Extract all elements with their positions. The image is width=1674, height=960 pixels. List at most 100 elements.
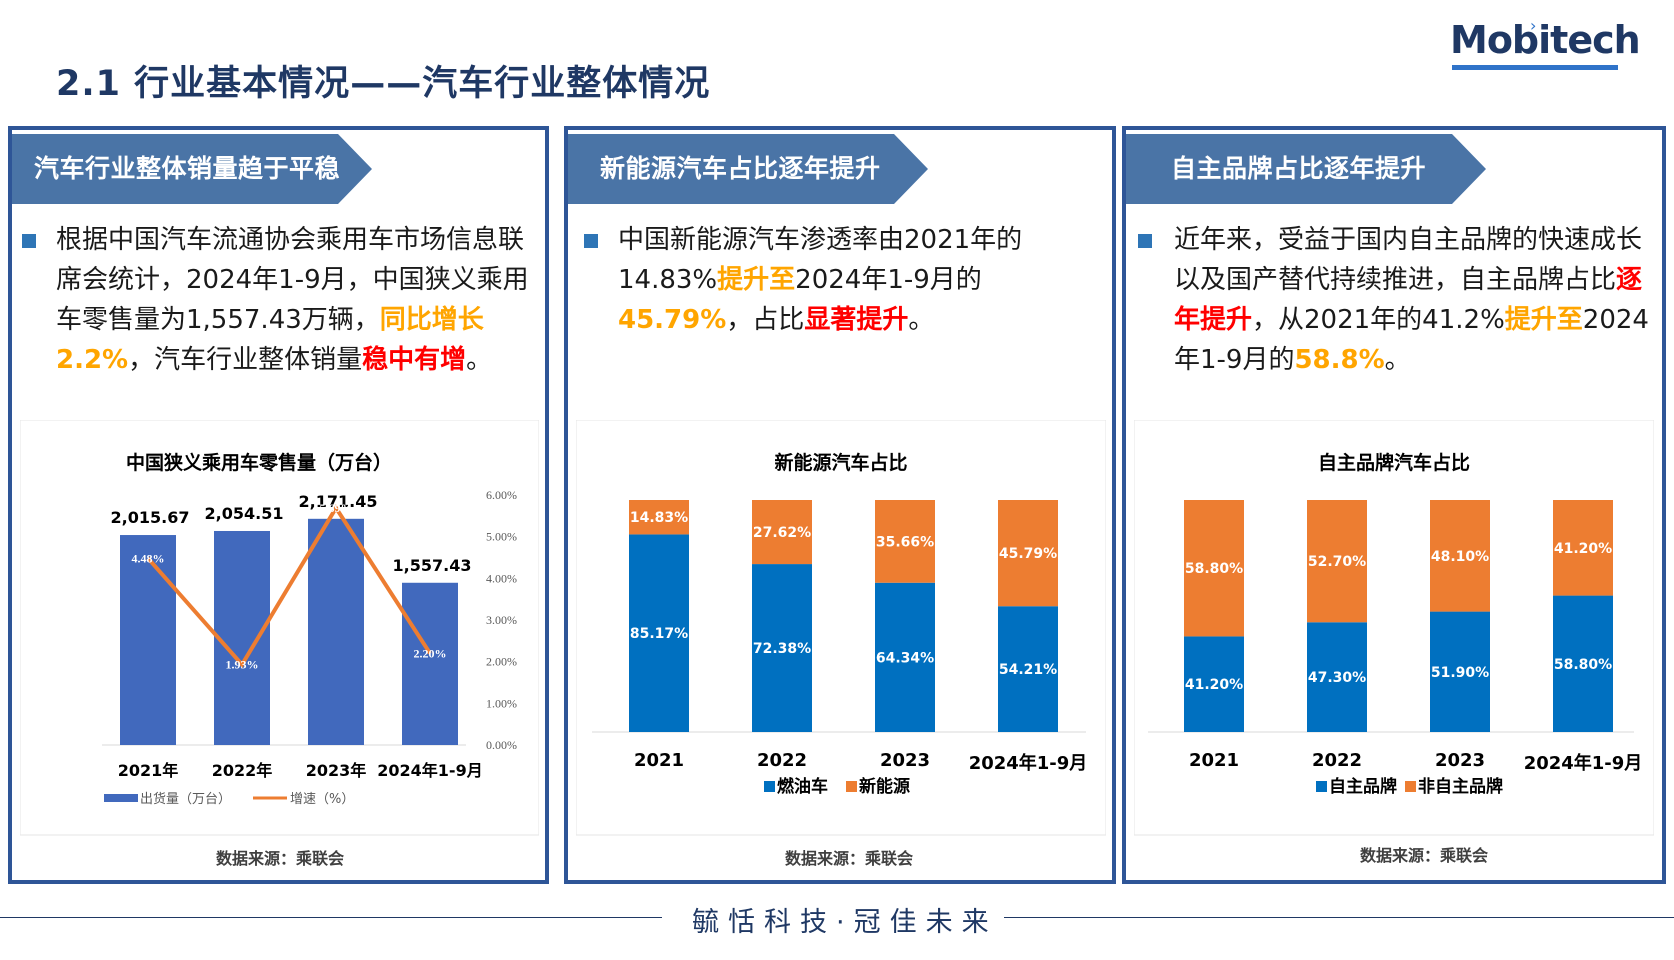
- highlight-text: 稳中有增: [362, 345, 467, 375]
- legend-label: 新能源: [859, 776, 910, 797]
- growth-rate-line: [146, 504, 432, 668]
- banner-label: 自主品牌占比逐年提升: [1171, 154, 1427, 183]
- x-tick-label: 2023: [880, 750, 930, 771]
- segment-value-label: 64.34%: [876, 650, 934, 666]
- footer-line-left: [0, 917, 662, 918]
- legend-label: 出货量（万台）: [140, 791, 231, 807]
- data-source: 数据来源：乘联会: [216, 849, 345, 868]
- panel-domestic-brand-share: 自主品牌占比逐年提升 近年来，受益于国内自主品牌的快速成长以及国产替代持续推进，…: [1122, 126, 1666, 884]
- panel-banner: 自主品牌占比逐年提升: [1126, 134, 1486, 204]
- x-tick-label: 2024年1-9月: [1524, 752, 1643, 774]
- bar-4: [402, 582, 458, 745]
- retail-sales-chart: 中国狭义乘用车零售量（万台） 0.00% 1.00% 2.00% 3.00% 4.00% 5…: [20, 420, 539, 836]
- x-tick-label: 2021年: [118, 761, 179, 780]
- logo-wordmark: Mobitech: [1450, 18, 1641, 62]
- legend-label: 非自主品牌: [1418, 776, 1503, 797]
- paragraph-text: 。: [908, 305, 935, 335]
- page-title: 2.1 行业基本情况——汽车行业整体情况: [56, 64, 711, 104]
- bar-value-label: 2,054.51: [205, 504, 284, 523]
- x-tick-label: 2023: [1435, 750, 1485, 771]
- segment-value-label: 14.83%: [630, 510, 688, 526]
- stack-segment-非自主品牌: [1430, 500, 1490, 612]
- bar-value-label: 1,557.43: [393, 556, 472, 575]
- bar-value-label: 2,015.67: [111, 508, 190, 527]
- legend-swatch-bar: [104, 794, 138, 802]
- highlight-text: 提升至: [717, 265, 796, 295]
- highlight-text: 显著提升: [804, 305, 909, 335]
- x-tick-label: 2022年: [212, 761, 273, 780]
- x-tick-label: 2021: [1189, 750, 1239, 771]
- legend-swatch: [1316, 781, 1327, 792]
- bar-2: [214, 530, 270, 745]
- bar-3: [308, 518, 364, 745]
- y2-tick-label: 6.00%: [486, 488, 517, 502]
- stack-segment-新能源: [875, 500, 935, 583]
- banner-label: 汽车行业整体销量趋于平稳: [34, 154, 341, 183]
- y2-tick-label: 4.00%: [486, 571, 517, 585]
- x-tick-label: 2023年: [306, 761, 367, 780]
- bar-value-label: 2,171.45: [299, 492, 378, 511]
- segment-value-label: 54.21%: [999, 662, 1057, 678]
- stack-segment-自主品牌: [1553, 595, 1613, 732]
- legend-label: 自主品牌: [1329, 776, 1397, 797]
- stack-segment-自主品牌: [1184, 636, 1244, 732]
- paragraph-text: ，占比: [726, 305, 805, 335]
- chart-title: 自主品牌汽车占比: [1318, 451, 1470, 474]
- legend-label: 增速（%）: [290, 792, 354, 807]
- chart-title: 中国狭义乘用车零售量（万台）: [126, 451, 392, 474]
- line-point-label: 4.48%: [132, 551, 165, 565]
- chart-title: 新能源汽车占比: [774, 451, 907, 474]
- legend-swatch: [846, 781, 857, 792]
- segment-value-label: 41.20%: [1554, 541, 1612, 557]
- bullet-square-icon: [1138, 234, 1152, 248]
- paragraph-text: 2024年1-9月的: [795, 265, 982, 295]
- segment-value-label: 85.17%: [630, 626, 688, 642]
- segment-value-label: 58.80%: [1185, 561, 1243, 577]
- paragraph-text: ，从2021年的41.2%: [1252, 305, 1505, 335]
- bullet-square-icon: [22, 234, 36, 248]
- panel-description: 近年来，受益于国内自主品牌的快速成长以及国产替代持续推进，自主品牌占比逐年提升，…: [1174, 220, 1656, 380]
- stack-segment-新能源: [998, 500, 1058, 607]
- panel-description: 中国新能源汽车渗透率由2021年的14.83%提升至2024年1-9月的 45.7…: [618, 220, 1108, 340]
- stack-segment-非自主品牌: [1553, 500, 1613, 596]
- y2-tick-label: 3.00%: [486, 613, 517, 627]
- logo-accent-icon: ›: [1530, 16, 1537, 35]
- segment-value-label: 48.10%: [1431, 549, 1489, 565]
- logo-underline: [1452, 65, 1618, 70]
- stack-segment-燃油车: [629, 534, 689, 732]
- segment-value-label: 51.90%: [1431, 665, 1489, 681]
- panel-banner: 汽车行业整体销量趋于平稳: [12, 134, 372, 204]
- data-source: 数据来源：乘联会: [1360, 846, 1489, 865]
- banner-arrow-shape: [568, 134, 928, 204]
- stack-segment-燃油车: [875, 582, 935, 732]
- stack-segment-自主品牌: [1430, 611, 1490, 732]
- segment-value-label: 45.79%: [999, 546, 1057, 562]
- paragraph-text: 根据中国汽车流通协会乘用车市场信息联席会统计，2024年1-9月，中国狭义乘用车…: [56, 225, 529, 335]
- line-point-label: 2.20%: [414, 646, 447, 660]
- segment-value-label: 35.66%: [876, 534, 934, 550]
- stack-segment-燃油车: [752, 564, 812, 732]
- stack-segment-燃油车: [998, 606, 1058, 732]
- footer-slogan: 毓恬科技·冠佳未来: [692, 907, 998, 938]
- banner-arrow-shape: [12, 134, 372, 204]
- highlight-text: 同比增长2.2%: [56, 305, 484, 375]
- paragraph-text: ，汽车行业整体销量: [128, 345, 363, 375]
- x-tick-label: 2022: [1312, 750, 1362, 771]
- bullet-square-icon: [584, 234, 598, 248]
- banner-label: 新能源汽车占比逐年提升: [600, 154, 881, 183]
- data-source: 数据来源：乘联会: [785, 849, 914, 868]
- highlight-text: 45.79%: [618, 305, 727, 335]
- legend-swatch: [1405, 781, 1416, 792]
- paragraph-text: 中国新能源汽车渗透率由2021年的14.83%: [618, 225, 1023, 295]
- y2-tick-label: 2.00%: [486, 655, 517, 669]
- nev-share-chart: 新能源汽车占比 85.17% 14.83% 2021 72.38% 27.62% 2022 6…: [576, 420, 1106, 836]
- line-point-label: 1.93%: [226, 658, 259, 672]
- stack-segment-非自主品牌: [1307, 500, 1367, 623]
- segment-value-label: 52.70%: [1308, 554, 1366, 570]
- paragraph-text: 。: [1384, 345, 1411, 375]
- paragraph-text: 近年来，受益于国内自主品牌的快速成长以及国产替代持续推进，自主品牌占比: [1174, 225, 1643, 295]
- segment-value-label: 41.20%: [1185, 677, 1243, 693]
- legend-swatch: [764, 781, 775, 792]
- line-point-label: 5.69%: [320, 501, 353, 515]
- x-tick-label: 2022: [757, 750, 807, 771]
